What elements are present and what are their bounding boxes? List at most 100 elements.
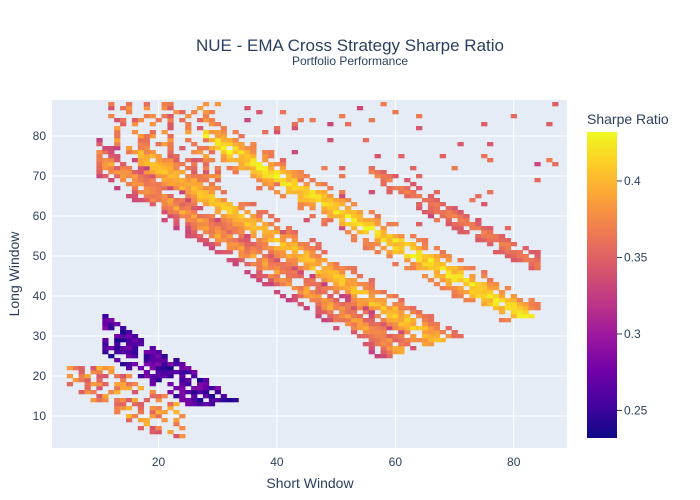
- heatmap-cell: [250, 158, 257, 163]
- heatmap-cell: [179, 366, 186, 371]
- heatmap-cell: [185, 218, 192, 223]
- heatmap-cell: [262, 234, 269, 239]
- heatmap-cell: [380, 354, 387, 359]
- heatmap-cell: [333, 202, 340, 207]
- heatmap-cell: [173, 166, 180, 171]
- heatmap-cell: [120, 382, 127, 387]
- heatmap-cell: [279, 262, 287, 267]
- heatmap-cell: [191, 170, 198, 175]
- heatmap-cell: [149, 178, 156, 183]
- heatmap-cell: [321, 306, 328, 311]
- heatmap-cell: [350, 306, 358, 311]
- heatmap-cell: [451, 210, 458, 215]
- heatmap-cell: [481, 230, 488, 235]
- heatmap-cell: [202, 238, 210, 243]
- heatmap-cell: [179, 362, 186, 367]
- heatmap-cell: [167, 126, 174, 131]
- heatmap-cell: [427, 330, 435, 335]
- heatmap-cell: [433, 246, 441, 251]
- heatmap-cell: [143, 134, 150, 139]
- heatmap-cell: [131, 390, 139, 395]
- heatmap-cell: [214, 178, 222, 183]
- heatmap-cell: [392, 250, 399, 255]
- heatmap-cell: [392, 310, 399, 315]
- heatmap-cell: [333, 214, 340, 219]
- heatmap-cell: [125, 146, 133, 151]
- heatmap-cell: [208, 242, 216, 247]
- heatmap-cell: [120, 362, 127, 367]
- heatmap-cell: [90, 390, 97, 395]
- heatmap-cell: [398, 314, 405, 319]
- heatmap-cell: [262, 210, 269, 215]
- heatmap-cell: [469, 286, 476, 291]
- heatmap-cell: [173, 214, 180, 219]
- heatmap-cell: [410, 242, 417, 247]
- heatmap-cell: [173, 434, 180, 439]
- heatmap-cell: [173, 218, 180, 223]
- heatmap-cell: [137, 170, 145, 175]
- heatmap-cell: [167, 214, 174, 219]
- heatmap-cell: [214, 386, 222, 391]
- heatmap-cell: [487, 242, 494, 247]
- heatmap-cell: [534, 250, 541, 255]
- heatmap-cell: [463, 222, 470, 227]
- heatmap-cell: [167, 114, 174, 119]
- heatmap-cell: [208, 218, 216, 223]
- heatmap-cell: [208, 198, 216, 203]
- heatmap-cell: [350, 298, 358, 303]
- heatmap-cell: [487, 290, 494, 295]
- heatmap-cell: [386, 354, 393, 359]
- heatmap-cell: [362, 326, 369, 331]
- heatmap-cell: [96, 386, 103, 391]
- heatmap-cell: [416, 326, 423, 331]
- heatmap-cell: [155, 162, 162, 167]
- heatmap-cell: [279, 282, 287, 287]
- heatmap-cell: [339, 310, 346, 315]
- heatmap-cell: [149, 414, 156, 419]
- heatmap-cell: [143, 190, 150, 195]
- heatmap-cell: [149, 378, 156, 383]
- heatmap-cell: [339, 198, 346, 203]
- heatmap-cell: [250, 142, 257, 147]
- heatmap-cell: [528, 298, 535, 303]
- heatmap-cell: [445, 274, 452, 279]
- heatmap-cell: [327, 202, 334, 207]
- heatmap-cell: [356, 322, 364, 327]
- heatmap-cell: [268, 186, 275, 191]
- heatmap-cell: [350, 278, 358, 283]
- heatmap-cell: [345, 210, 352, 215]
- heatmap-cell: [262, 170, 269, 175]
- heatmap-cell: [297, 194, 304, 199]
- heatmap-cell: [244, 202, 251, 207]
- heatmap-cell: [433, 282, 441, 287]
- heatmap-cell: [208, 222, 216, 227]
- heatmap-cell: [345, 314, 352, 319]
- heatmap-cell: [256, 266, 263, 271]
- heatmap-cell: [202, 114, 210, 119]
- heatmap-cell: [226, 214, 233, 219]
- heatmap-cell: [273, 258, 281, 263]
- heatmap-cell: [279, 182, 287, 187]
- heatmap-cell: [226, 234, 233, 239]
- heatmap-cell: [167, 194, 174, 199]
- heatmap-cell: [410, 334, 417, 339]
- heatmap-cell: [451, 166, 458, 171]
- heatmap-cell: [398, 342, 405, 347]
- heatmap-cell: [131, 194, 139, 199]
- heatmap-cell: [368, 306, 375, 311]
- heatmap-cell: [380, 322, 387, 327]
- heatmap-cell: [232, 398, 239, 403]
- heatmap-cell: [339, 278, 346, 283]
- heatmap-cell: [510, 250, 517, 255]
- heatmap-cell: [350, 226, 358, 231]
- heatmap-cell: [498, 290, 506, 295]
- heatmap-cell: [137, 374, 145, 379]
- heatmap-cell: [238, 242, 245, 247]
- heatmap-cell: [327, 186, 334, 191]
- heatmap-cell: [114, 342, 121, 347]
- heatmap-cell: [433, 198, 441, 203]
- heatmap-cell: [427, 318, 435, 323]
- heatmap-cell: [333, 314, 340, 319]
- heatmap-cell: [398, 250, 405, 255]
- heatmap-cell: [273, 278, 281, 283]
